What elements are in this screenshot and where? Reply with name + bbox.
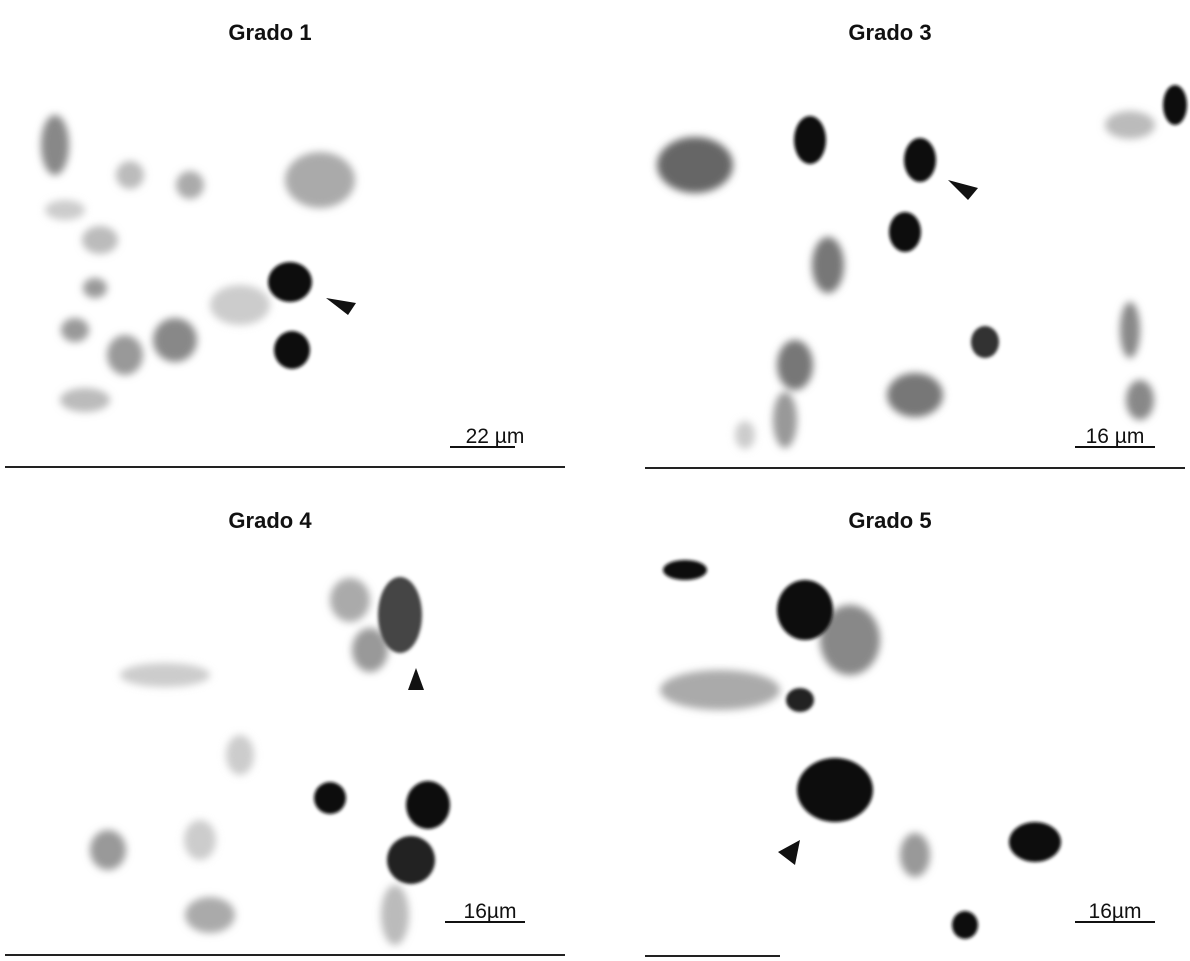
panel: Grado 3 16 µm: [645, 20, 1187, 468]
panel-title: Grado 4: [228, 508, 312, 533]
arrowhead: [948, 180, 978, 200]
dark-cells: [268, 262, 312, 369]
scale-label: 16µm: [464, 900, 517, 923]
arrowhead: [326, 298, 356, 315]
micrograph: [41, 115, 355, 412]
panel-title: Grado 1: [228, 20, 311, 45]
scale-label: 16µm: [1089, 900, 1142, 923]
micrograph: [660, 605, 930, 877]
scale-label: 22 µm: [466, 425, 525, 448]
dark-cells: [314, 577, 450, 884]
panel-title: Grado 5: [848, 508, 931, 533]
arrowhead: [778, 840, 800, 865]
panel-title: Grado 3: [848, 20, 931, 45]
panel: Grado 1 22 µm: [5, 20, 565, 467]
figure: Grado 1 22 µm Grado 3: [0, 0, 1190, 961]
panel: Grado 5 16µm: [645, 508, 1155, 956]
micrograph: [90, 578, 409, 945]
scale-label: 16 µm: [1086, 425, 1145, 448]
panel: Grado 4 16µm: [5, 508, 565, 955]
arrowhead: [408, 668, 424, 690]
